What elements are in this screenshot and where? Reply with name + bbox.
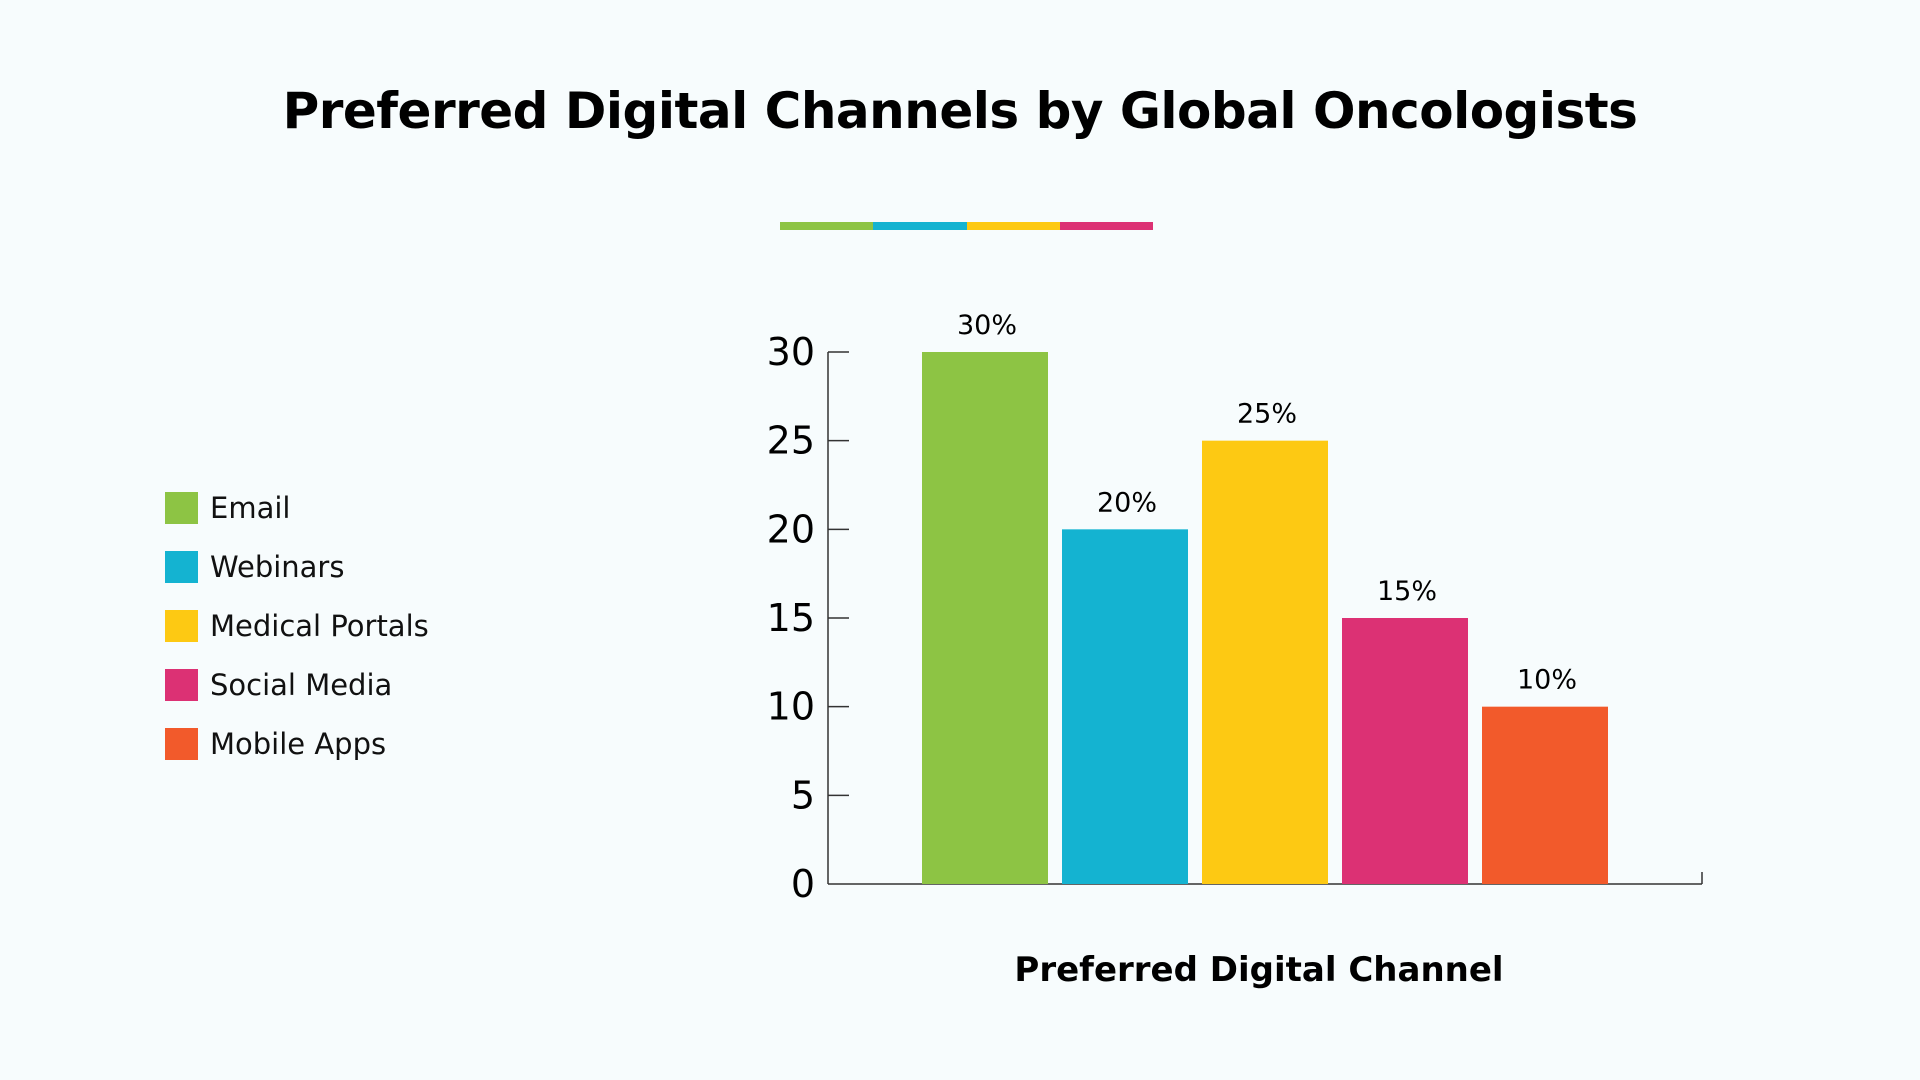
- y-tick-label: 30: [767, 330, 815, 374]
- legend-swatch: [165, 727, 198, 760]
- axes: 0 5 10 15 20 25 30: [767, 330, 1703, 906]
- y-tick-label: 5: [791, 773, 815, 817]
- legend: Email Webinars Medical Portals Social Media…: [165, 478, 429, 773]
- legend-label: Medical Portals: [210, 608, 429, 643]
- accent-segment-1: [780, 222, 874, 230]
- accent-divider: [780, 222, 1153, 230]
- accent-segment-2: [873, 222, 967, 230]
- bar: [1342, 618, 1468, 884]
- data-label: 10%: [1517, 665, 1577, 696]
- bar: [1062, 529, 1188, 884]
- legend-label: Social Media: [210, 667, 393, 702]
- legend-swatch: [165, 668, 198, 701]
- legend-item: Webinars: [165, 537, 429, 596]
- bars: [922, 352, 1608, 884]
- legend-swatch: [165, 609, 198, 642]
- accent-segment-3: [966, 222, 1060, 230]
- bar: [1482, 706, 1608, 884]
- data-label: 15%: [1377, 576, 1437, 607]
- y-tick-label: 0: [791, 862, 815, 906]
- chart-title: Preferred Digital Channels by Global Onc…: [282, 82, 1638, 140]
- y-tick-label: 25: [767, 419, 815, 463]
- data-label: 25%: [1237, 399, 1297, 430]
- y-tick-label: 15: [767, 596, 815, 640]
- y-tick-label: 20: [767, 507, 815, 551]
- bar: [922, 352, 1048, 884]
- legend-label: Mobile Apps: [210, 726, 387, 761]
- legend-item: Email: [165, 478, 429, 537]
- legend-item: Mobile Apps: [165, 714, 429, 773]
- data-labels: 30% 20% 25% 15% 10%: [957, 310, 1577, 696]
- accent-segment-4: [1059, 222, 1153, 230]
- legend-item: Social Media: [165, 655, 429, 714]
- legend-swatch: [165, 550, 198, 583]
- data-label: 30%: [957, 310, 1017, 341]
- data-label: 20%: [1097, 487, 1157, 518]
- legend-item: Medical Portals: [165, 596, 429, 655]
- x-axis-title: Preferred Digital Channel: [1014, 950, 1503, 990]
- y-tick-label: 10: [767, 685, 815, 729]
- legend-swatch: [165, 491, 198, 524]
- bar: [1202, 440, 1328, 884]
- legend-label: Email: [210, 490, 291, 525]
- legend-label: Webinars: [210, 549, 345, 584]
